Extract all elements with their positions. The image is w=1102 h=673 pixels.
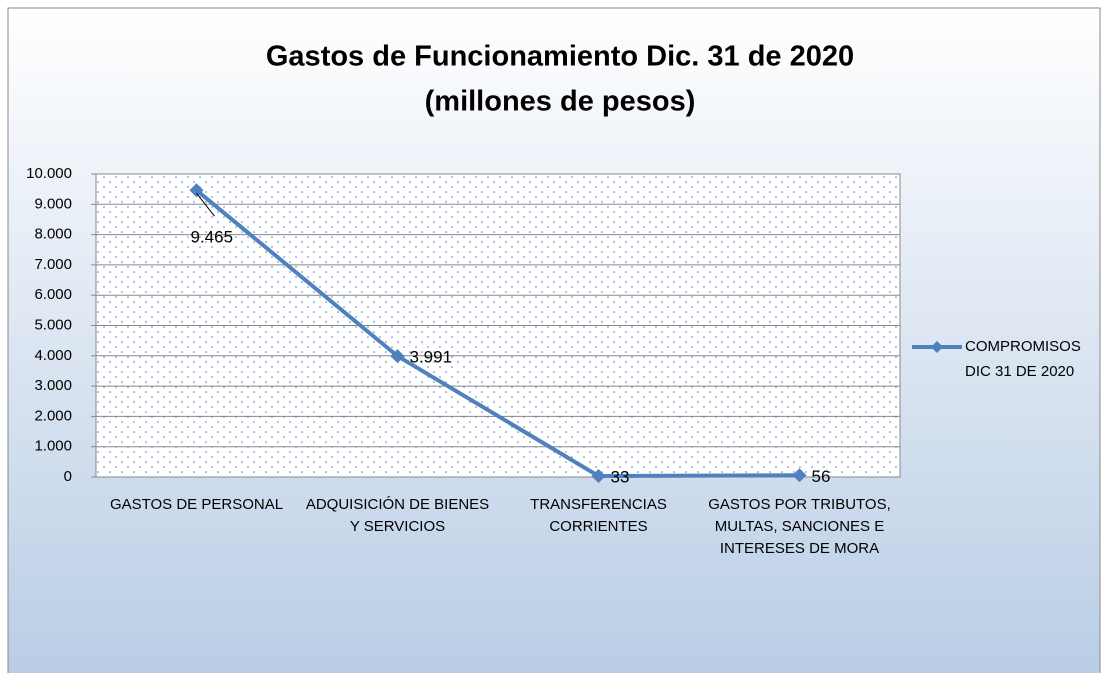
y-tick-label: 2.000 <box>34 407 72 424</box>
y-tick-label: 6.000 <box>34 286 72 303</box>
leader-line <box>196 192 215 217</box>
data-label: 56 <box>812 467 831 486</box>
y-tick-label: 1.000 <box>34 438 72 455</box>
data-label: 33 <box>611 467 630 486</box>
data-point <box>189 183 204 198</box>
y-tick-label: 8.000 <box>34 226 72 243</box>
y-tick-label: 10.000 <box>26 165 72 182</box>
chart-title: Gastos de Funcionamiento Dic. 31 de 2020 <box>266 41 854 73</box>
y-tick-label: 5.000 <box>34 316 72 333</box>
x-tick-label: ADQUISICIÓN DE BIENES Y SERVICIOS <box>305 496 490 535</box>
y-tick-label: 9.000 <box>34 195 72 212</box>
x-tick-label: GASTOS POR TRIBUTOS, MULTAS, SANCIONES E… <box>708 496 891 557</box>
series-line <box>195 188 800 479</box>
data-label: 9.465 <box>191 228 234 247</box>
x-tick-label: TRANSFERENCIAS CORRIENTES <box>530 496 667 535</box>
data-point <box>792 468 807 483</box>
y-tick-label: 0 <box>64 468 72 485</box>
y-tick-label: 3.000 <box>34 377 72 394</box>
chart-subtitle: (millones de pesos) <box>425 86 696 118</box>
legend-label: COMPROMISOS DIC 31 DE 2020 <box>965 338 1081 380</box>
data-label: 3.991 <box>410 348 453 367</box>
data-point <box>390 349 405 364</box>
data-point <box>591 469 606 484</box>
y-tick-label: 7.000 <box>34 256 72 273</box>
x-tick-label: GASTOS DE PERSONAL <box>109 496 284 513</box>
y-tick-label: 4.000 <box>34 347 72 364</box>
legend-marker <box>931 341 943 353</box>
